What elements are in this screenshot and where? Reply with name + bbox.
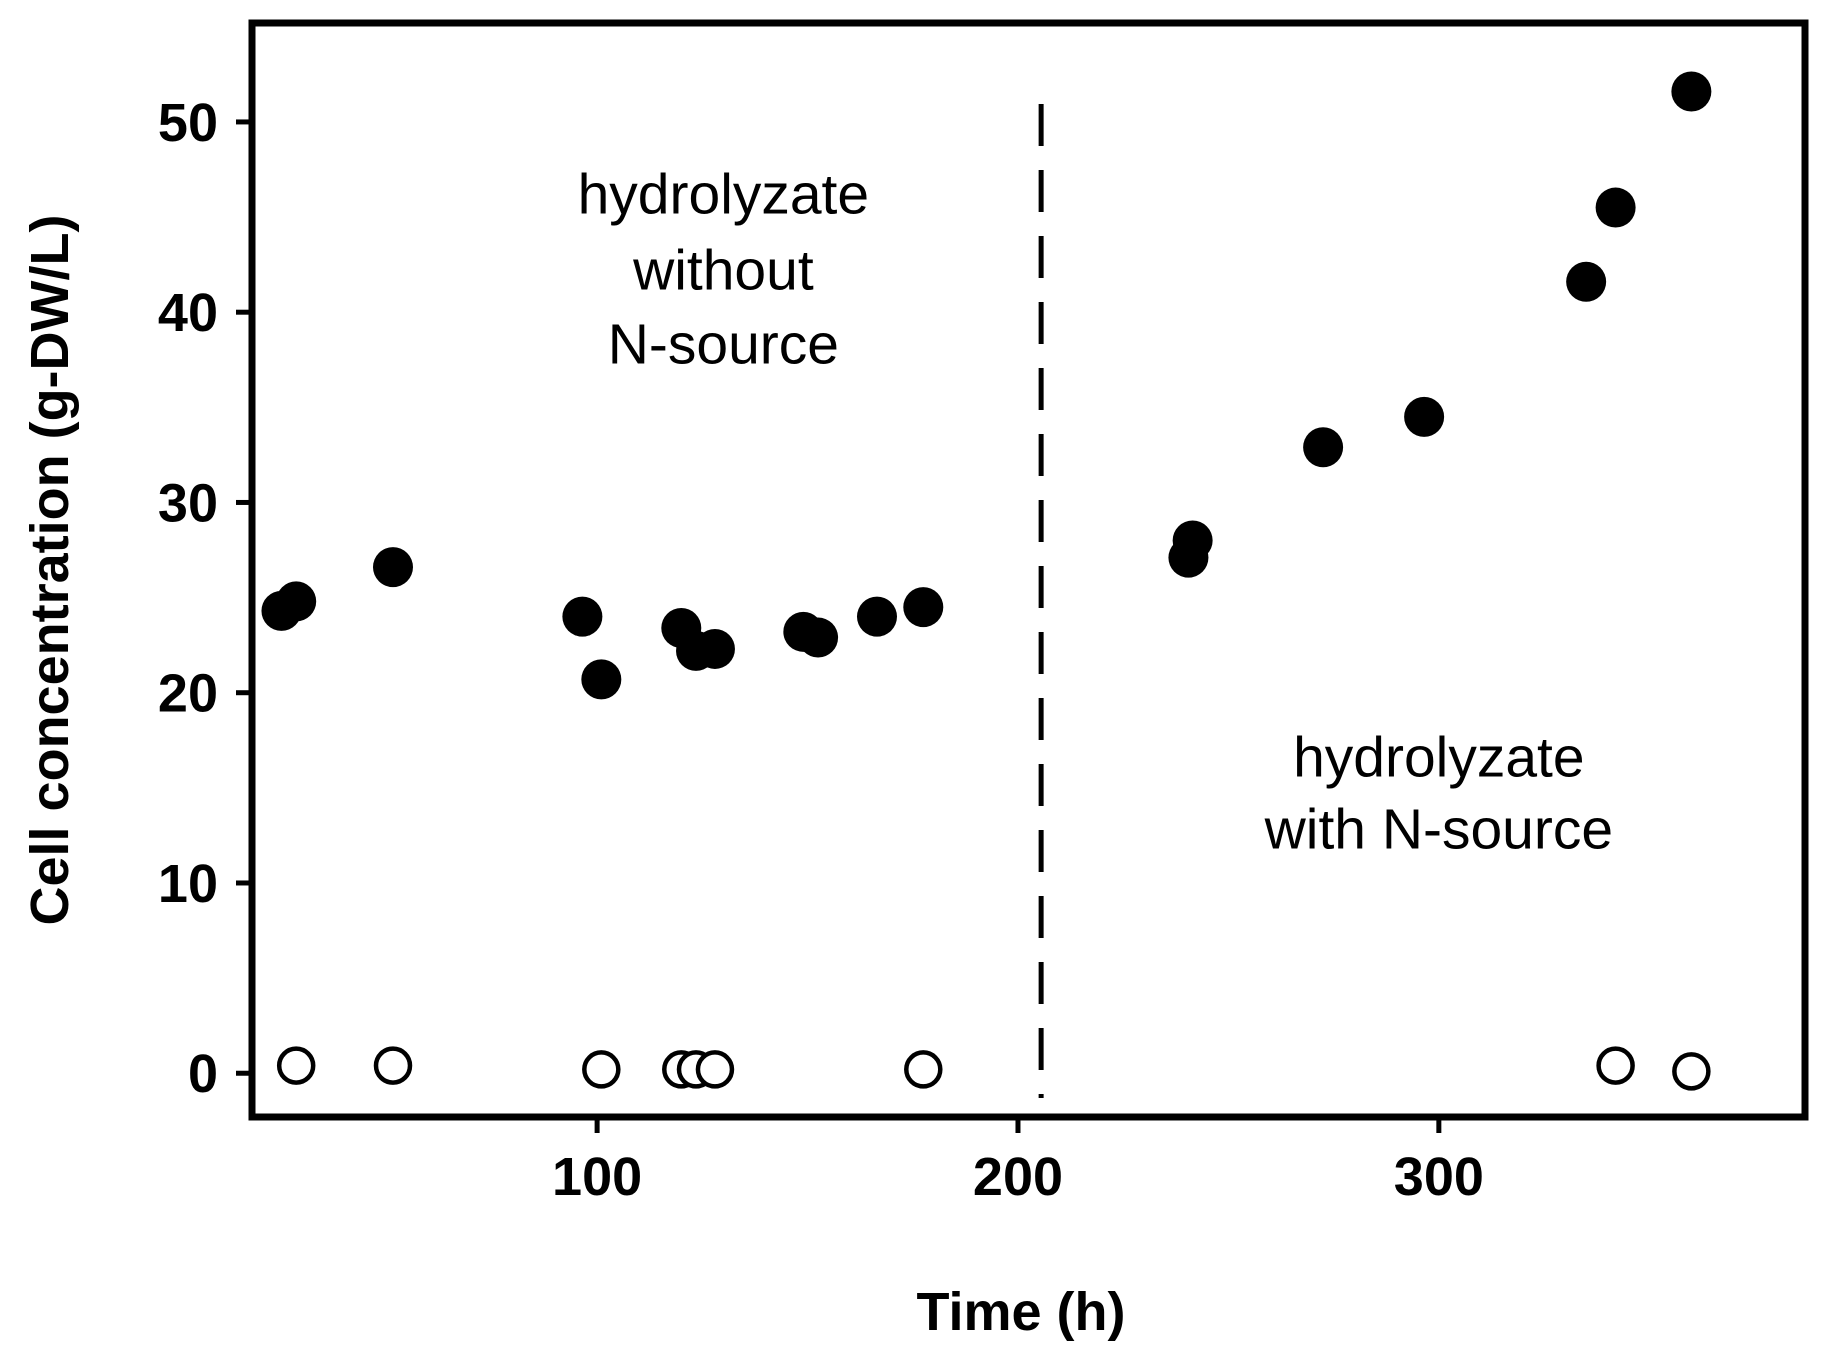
y-tick-label: 20 bbox=[158, 664, 218, 724]
open-point bbox=[904, 1050, 943, 1089]
x-tick-label: 300 bbox=[1394, 1147, 1484, 1207]
open-point bbox=[1596, 1046, 1635, 1085]
filled-point bbox=[372, 547, 413, 588]
filled-point bbox=[856, 596, 897, 637]
filled-point bbox=[1671, 71, 1712, 112]
filled-point bbox=[798, 617, 839, 658]
annotation-line: with N-source bbox=[1264, 798, 1613, 862]
open-point bbox=[695, 1050, 735, 1089]
filled-point bbox=[1172, 520, 1213, 561]
filled-point bbox=[276, 581, 317, 622]
plot-frame bbox=[248, 19, 1809, 1121]
x-axis-title: Time (h) bbox=[916, 1282, 1125, 1342]
x-tick-label: 100 bbox=[552, 1147, 642, 1207]
filled-point bbox=[1595, 187, 1636, 228]
data-points bbox=[261, 71, 1712, 1091]
filled-point bbox=[1566, 261, 1607, 302]
y-tick-label: 30 bbox=[158, 473, 218, 533]
y-axis-title: Cell concentration (g-DW/L) bbox=[20, 215, 80, 926]
y-tick-label: 40 bbox=[158, 283, 218, 343]
y-tick-label: 50 bbox=[158, 93, 218, 153]
annotation-line: N-source bbox=[608, 313, 839, 377]
annotations: hydrolyzate without N-source hydrolyzate wit… bbox=[578, 162, 1613, 861]
y-tick-label: 10 bbox=[158, 854, 218, 914]
open-point bbox=[1672, 1052, 1711, 1091]
filled-point bbox=[1303, 427, 1344, 468]
filled-point bbox=[562, 596, 603, 637]
filled-point bbox=[694, 628, 735, 669]
open-point bbox=[276, 1046, 316, 1085]
open-point bbox=[373, 1046, 413, 1085]
filled-point bbox=[903, 587, 944, 628]
filled-point bbox=[581, 659, 622, 700]
axis-ticks: 100 200 300 0 10 20 30 40 50 bbox=[158, 93, 1484, 1207]
open-point bbox=[582, 1050, 621, 1089]
filled-point bbox=[1404, 396, 1445, 437]
y-tick-label: 0 bbox=[188, 1044, 218, 1104]
annotation-line: hydrolyzate bbox=[1293, 725, 1585, 789]
x-tick-label: 200 bbox=[973, 1147, 1063, 1207]
annotation-line: without bbox=[632, 238, 814, 302]
annotation-line: hydrolyzate bbox=[578, 162, 870, 226]
